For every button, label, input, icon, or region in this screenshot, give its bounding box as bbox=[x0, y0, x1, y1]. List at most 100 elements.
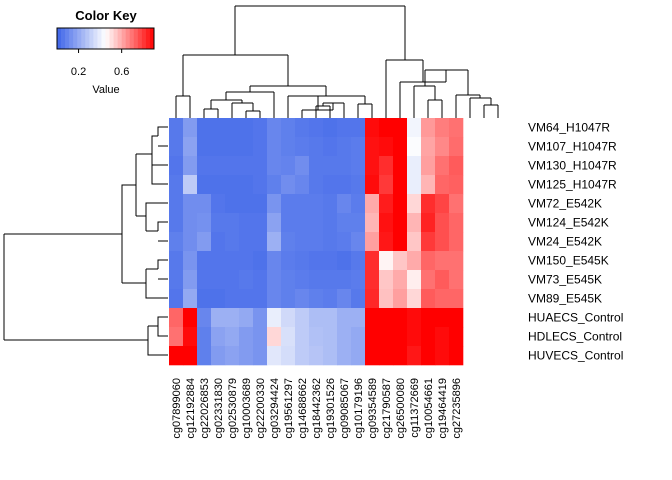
heatmap-cell bbox=[407, 137, 422, 157]
heatmap-cell bbox=[449, 137, 464, 157]
heatmap-cell bbox=[225, 289, 240, 309]
heatmap-cell bbox=[421, 175, 436, 195]
heatmap-cell bbox=[309, 137, 324, 157]
heatmap-cell bbox=[281, 327, 296, 347]
heatmap-cell bbox=[239, 156, 254, 176]
heatmap-cell bbox=[225, 270, 240, 290]
heatmap-cell bbox=[281, 213, 296, 233]
heatmap-cell bbox=[197, 289, 212, 309]
column-label: cg18442362 bbox=[311, 378, 323, 439]
column-labels: cg07899060 cg12192884 cg22026853 cg02331830… bbox=[171, 378, 463, 439]
heatmap-cell bbox=[267, 137, 282, 157]
heatmap-cell bbox=[197, 308, 212, 328]
heatmap-cell bbox=[197, 327, 212, 347]
column-label: cg10003689 bbox=[241, 378, 253, 439]
heatmap-cell bbox=[337, 213, 352, 233]
heatmap-cell bbox=[183, 308, 198, 328]
heatmap-cell bbox=[351, 251, 366, 271]
heatmap-cell bbox=[393, 327, 408, 347]
heatmap-cell bbox=[211, 213, 226, 233]
color-key-title: Color Key bbox=[75, 8, 137, 23]
heatmap-cell bbox=[169, 270, 184, 290]
heatmap-cell bbox=[169, 118, 184, 138]
color-key-frame bbox=[56, 27, 155, 50]
heatmap-cell bbox=[365, 270, 380, 290]
row-label: HUAECS_Control bbox=[528, 311, 623, 325]
color-key-swatch bbox=[61, 28, 66, 49]
heatmap-cell bbox=[253, 156, 268, 176]
heatmap-cell bbox=[421, 118, 436, 138]
heatmap-cell bbox=[379, 175, 394, 195]
heatmap-cell bbox=[435, 156, 450, 176]
heatmap-cell bbox=[239, 194, 254, 214]
heatmap-cell bbox=[379, 156, 394, 176]
heatmap-cell bbox=[323, 156, 338, 176]
heatmap-cell bbox=[225, 213, 240, 233]
heatmap-cell bbox=[407, 175, 422, 195]
heatmap-cell bbox=[183, 118, 198, 138]
heatmap-cell bbox=[337, 327, 352, 347]
heatmap-cell bbox=[239, 346, 254, 366]
heatmap-cell bbox=[449, 232, 464, 252]
heatmap-cell bbox=[323, 308, 338, 328]
heatmap-cell bbox=[449, 156, 464, 176]
color-key-swatch bbox=[149, 28, 155, 49]
heatmap-cell bbox=[421, 213, 436, 233]
heatmap-cell bbox=[407, 118, 422, 138]
heatmap-cell bbox=[435, 308, 450, 328]
column-label: cg10179196 bbox=[353, 378, 365, 439]
heatmap-cell bbox=[449, 270, 464, 290]
heatmap-cell bbox=[225, 327, 240, 347]
color-key-swatch bbox=[121, 28, 127, 49]
heatmap-cell bbox=[239, 251, 254, 271]
color-key-swatch bbox=[129, 28, 135, 49]
heatmap-cell bbox=[323, 251, 338, 271]
heatmap-cell bbox=[225, 156, 240, 176]
heatmap-cell bbox=[169, 156, 184, 176]
heatmap-cell bbox=[309, 175, 324, 195]
heatmap-cell bbox=[267, 270, 282, 290]
heatmap-cell bbox=[309, 194, 324, 214]
color-key-swatch bbox=[89, 28, 94, 49]
heatmap-cell bbox=[407, 156, 422, 176]
heatmap-cell bbox=[295, 346, 310, 366]
heatmap-cell bbox=[393, 156, 408, 176]
heatmap-cell bbox=[337, 346, 352, 366]
heatmap-cell bbox=[393, 118, 408, 138]
heatmap-cell bbox=[295, 194, 310, 214]
heatmap-cell bbox=[197, 156, 212, 176]
heatmap-cell bbox=[365, 346, 380, 366]
heatmap-cell bbox=[421, 137, 436, 157]
heatmap-cell bbox=[337, 137, 352, 157]
heatmap-cell bbox=[365, 137, 380, 157]
heatmap-cell bbox=[253, 251, 268, 271]
heatmap-cell bbox=[421, 156, 436, 176]
heatmap-cell bbox=[393, 175, 408, 195]
heatmap-cell bbox=[169, 251, 184, 271]
heatmap-cell bbox=[351, 308, 366, 328]
column-label: cg27235896 bbox=[451, 378, 463, 439]
heatmap-cell bbox=[309, 308, 324, 328]
heatmap-cell bbox=[225, 308, 240, 328]
heatmap-cell bbox=[197, 213, 212, 233]
heatmap-cell bbox=[211, 137, 226, 157]
heatmap-cell bbox=[309, 289, 324, 309]
heatmap-cell bbox=[183, 232, 198, 252]
heatmap-cell bbox=[253, 118, 268, 138]
heatmap-cell bbox=[211, 175, 226, 195]
heatmap-cell bbox=[351, 137, 366, 157]
heatmap-cell bbox=[393, 251, 408, 271]
heatmap-cell bbox=[253, 308, 268, 328]
heatmap-cell bbox=[365, 156, 380, 176]
heatmap-cell bbox=[309, 232, 324, 252]
heatmap-cell bbox=[267, 118, 282, 138]
color-key-swatch bbox=[65, 28, 70, 49]
heatmap-cell bbox=[309, 270, 324, 290]
heatmap-cell bbox=[197, 251, 212, 271]
column-label: cg19301526 bbox=[325, 378, 337, 439]
heatmap-cell bbox=[393, 137, 408, 157]
color-key-ticks: 0.2 0.6 bbox=[71, 49, 129, 78]
heatmap-cell bbox=[295, 270, 310, 290]
heatmap-cell bbox=[365, 175, 380, 195]
heatmap-cell bbox=[239, 118, 254, 138]
